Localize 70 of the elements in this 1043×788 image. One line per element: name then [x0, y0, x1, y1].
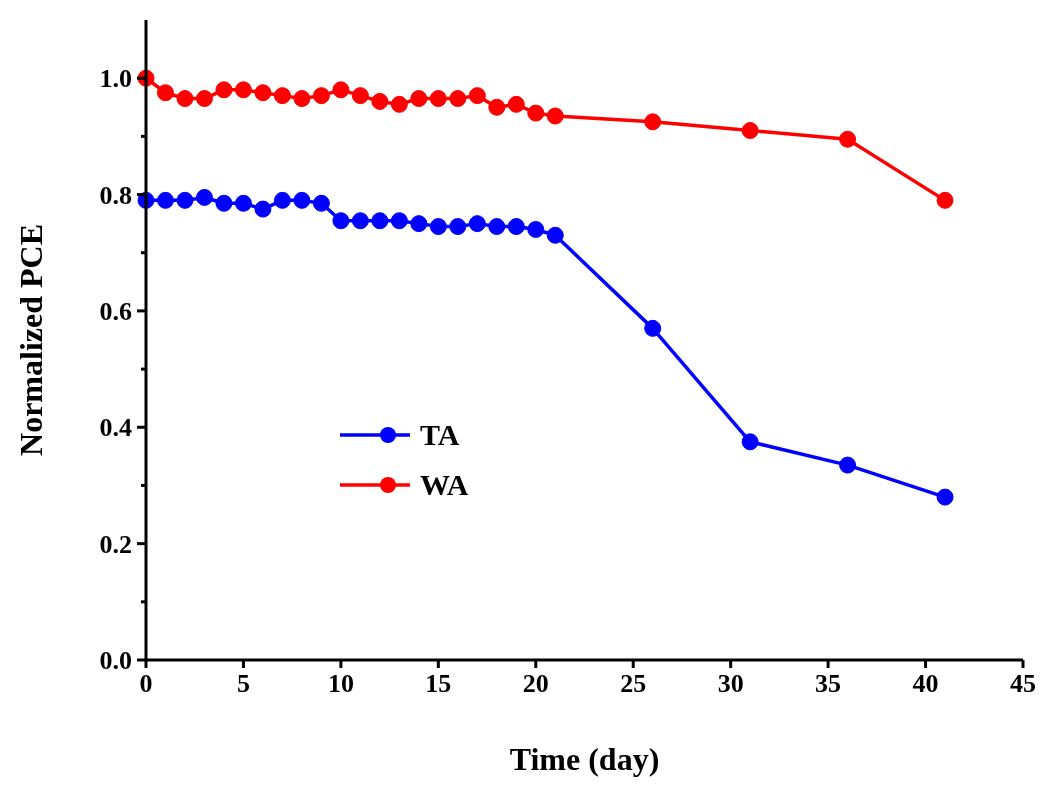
- point: [741, 433, 759, 451]
- y-tick-label: 0.6: [99, 296, 132, 326]
- legend-label: TA: [420, 418, 460, 451]
- x-tick-label: 35: [815, 669, 842, 698]
- point: [371, 212, 389, 230]
- x-tick-label: 25: [620, 669, 647, 698]
- point: [371, 92, 389, 110]
- point: [429, 90, 447, 108]
- x-tick-label: 0: [139, 669, 153, 698]
- point: [351, 212, 369, 230]
- x-tick-label: 30: [717, 669, 744, 698]
- point: [176, 90, 194, 108]
- y-tick-label: 0.2: [99, 529, 132, 559]
- point: [293, 191, 311, 209]
- x-tick-label: 10: [327, 669, 354, 698]
- point: [215, 194, 233, 212]
- point: [527, 104, 545, 122]
- point: [156, 191, 174, 209]
- point: [741, 122, 759, 140]
- x-tick-label: 5: [236, 669, 250, 698]
- point: [468, 87, 486, 105]
- point: [449, 218, 467, 236]
- point: [410, 90, 428, 108]
- point: [390, 95, 408, 113]
- y-tick-label: 0.0: [99, 646, 132, 675]
- point: [254, 84, 272, 102]
- point: [312, 194, 330, 212]
- point: [176, 191, 194, 209]
- x-axis-title: Time (day): [509, 741, 660, 777]
- point: [215, 81, 233, 99]
- point: [293, 90, 311, 108]
- point: [936, 191, 954, 209]
- point: [449, 90, 467, 108]
- point: [468, 215, 486, 233]
- point: [839, 130, 857, 148]
- point: [410, 215, 428, 233]
- point: [390, 212, 408, 230]
- point: [156, 84, 174, 102]
- x-tick-label: 45: [1010, 669, 1036, 698]
- point: [195, 188, 213, 206]
- x-tick-label: 20: [522, 669, 549, 698]
- point: [644, 319, 662, 337]
- point: [507, 95, 525, 113]
- point: [234, 194, 252, 212]
- point: [839, 456, 857, 474]
- point: [936, 488, 954, 506]
- point: [332, 81, 350, 99]
- x-tick-label: 40: [912, 669, 939, 698]
- point: [273, 87, 291, 105]
- point: [546, 107, 564, 125]
- point: [273, 191, 291, 209]
- point: [507, 218, 525, 236]
- x-tick-label: 15: [425, 669, 452, 698]
- y-tick-label: 1.0: [99, 64, 132, 94]
- point: [488, 218, 506, 236]
- y-tick-label: 0.8: [99, 180, 132, 210]
- point: [332, 212, 350, 230]
- point: [312, 87, 330, 105]
- point: [195, 90, 213, 108]
- y-axis-title: Normalized PCE: [13, 224, 49, 456]
- point: [527, 220, 545, 238]
- point: [254, 200, 272, 218]
- point: [644, 113, 662, 131]
- point: [429, 218, 447, 236]
- point: [234, 81, 252, 99]
- point: [488, 98, 506, 116]
- y-tick-label: 0.4: [99, 413, 132, 443]
- point: [351, 87, 369, 105]
- legend-label: WA: [420, 468, 469, 501]
- point: [546, 226, 564, 244]
